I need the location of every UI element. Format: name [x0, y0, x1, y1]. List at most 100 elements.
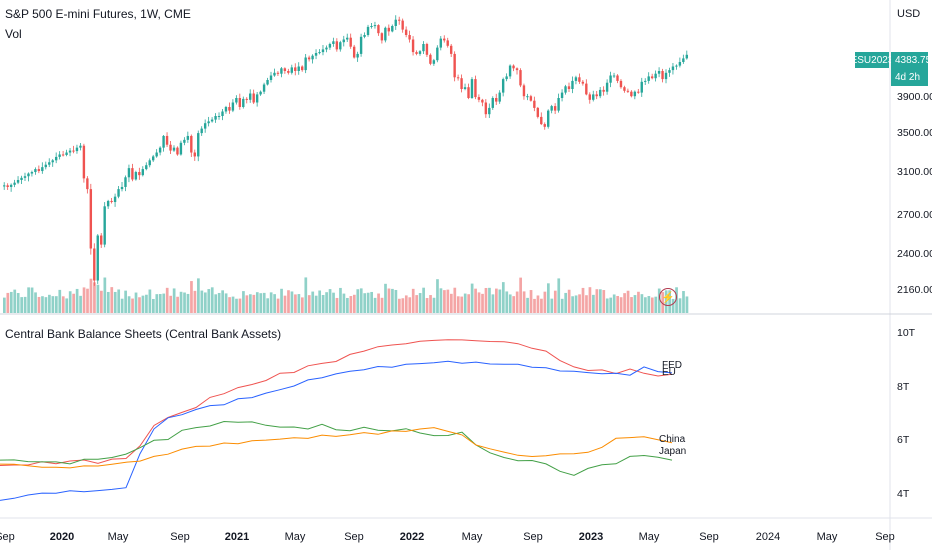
candle: [307, 55, 311, 62]
volume-bar: [505, 291, 509, 313]
candle: [463, 83, 467, 91]
candle: [16, 176, 20, 185]
volume-bar: [439, 288, 443, 313]
candle: [339, 40, 342, 52]
volume-bar: [169, 295, 173, 313]
time-axis-tick: Sep: [875, 531, 895, 543]
candle: [432, 58, 436, 66]
candle: [44, 161, 47, 170]
volume-bar: [113, 291, 117, 313]
candle: [564, 84, 567, 95]
volume-bar: [165, 287, 169, 313]
volume-bar: [172, 288, 176, 313]
candle: [51, 159, 54, 167]
volume-bar: [456, 296, 460, 313]
volume-bar: [290, 291, 294, 313]
candle: [522, 83, 526, 100]
volume-bar: [571, 296, 574, 313]
volume-bar: [231, 296, 235, 313]
ticker-badge: ESU2023: [851, 52, 893, 68]
candle: [321, 45, 325, 56]
candle: [110, 197, 113, 204]
candle: [89, 183, 93, 255]
candle: [467, 83, 470, 100]
volume-bar: [394, 289, 398, 313]
candle: [418, 50, 422, 56]
volume-bar: [183, 292, 186, 313]
candle: [93, 243, 96, 286]
volume-bar: [86, 288, 89, 313]
last-price-value: 4383.75: [895, 55, 932, 66]
candle: [682, 54, 685, 64]
time-axis-tick: 2024: [755, 531, 781, 543]
time-axis-tick: May: [816, 531, 838, 543]
candle: [325, 45, 328, 53]
volume-bar: [141, 295, 145, 313]
volume-bar: [626, 290, 630, 313]
volume-bar: [238, 298, 242, 313]
volume-bar: [158, 294, 162, 313]
volume-bar: [550, 298, 554, 313]
candle: [245, 97, 248, 104]
volume-bar: [186, 293, 190, 313]
volume-bar: [54, 296, 58, 313]
volume-bar: [547, 283, 550, 313]
price-axis-tick: 3100.00: [897, 166, 932, 178]
time-axis-tick: 2023: [578, 531, 604, 543]
candle: [23, 172, 27, 182]
candle: [217, 112, 221, 120]
series-label-japan: Japan: [659, 446, 687, 457]
candle: [443, 35, 446, 43]
candle: [342, 35, 345, 47]
volume-bar: [224, 293, 228, 313]
volume-bar: [297, 294, 301, 313]
volume-bar: [352, 294, 356, 313]
candle: [644, 78, 647, 85]
candle: [61, 150, 65, 157]
candle: [491, 96, 494, 110]
indicator-title[interactable]: Central Bank Balance Sheets (Central Ban…: [5, 327, 282, 341]
volume-bar: [581, 287, 585, 313]
volume-bar: [578, 294, 581, 313]
candle: [304, 53, 307, 74]
candle: [328, 42, 332, 50]
volume-bar: [446, 289, 450, 313]
volume-bar: [436, 279, 439, 313]
volume-bar: [491, 294, 495, 313]
volume-bar: [647, 296, 651, 313]
candle: [460, 74, 463, 93]
volume-bar: [103, 277, 107, 313]
candle: [356, 51, 359, 62]
candle: [162, 134, 165, 152]
candle: [3, 182, 6, 190]
volume-bar: [512, 296, 516, 313]
candle: [207, 116, 210, 127]
candle: [255, 91, 259, 107]
volume-bar: [61, 296, 65, 313]
candle: [664, 69, 668, 84]
candle: [557, 93, 560, 113]
time-axis-tick: Sep: [0, 531, 15, 543]
volume-bar: [370, 291, 373, 313]
candle: [495, 93, 498, 105]
volume-bar: [543, 291, 547, 313]
candle: [585, 79, 588, 96]
candle: [515, 67, 519, 75]
time-axis-tick: Sep: [699, 531, 719, 543]
candle: [436, 45, 439, 63]
volume-label[interactable]: Vol: [5, 27, 22, 41]
candle: [352, 44, 356, 59]
candle: [425, 42, 429, 57]
lightning-icon[interactable]: ⚡: [659, 288, 677, 306]
volume-bar: [463, 293, 467, 313]
series-label-fed: FED: [662, 360, 682, 371]
candle: [65, 149, 68, 157]
volume-bar: [366, 292, 370, 313]
volume-bar: [415, 295, 419, 313]
candle: [553, 103, 557, 115]
last-price-box: 4383.75 4d 2h: [891, 52, 932, 86]
symbol-title[interactable]: S&P 500 E-mini Futures, 1W, CME: [5, 7, 191, 21]
volume-bar: [280, 288, 283, 313]
volume-bar: [553, 290, 557, 313]
